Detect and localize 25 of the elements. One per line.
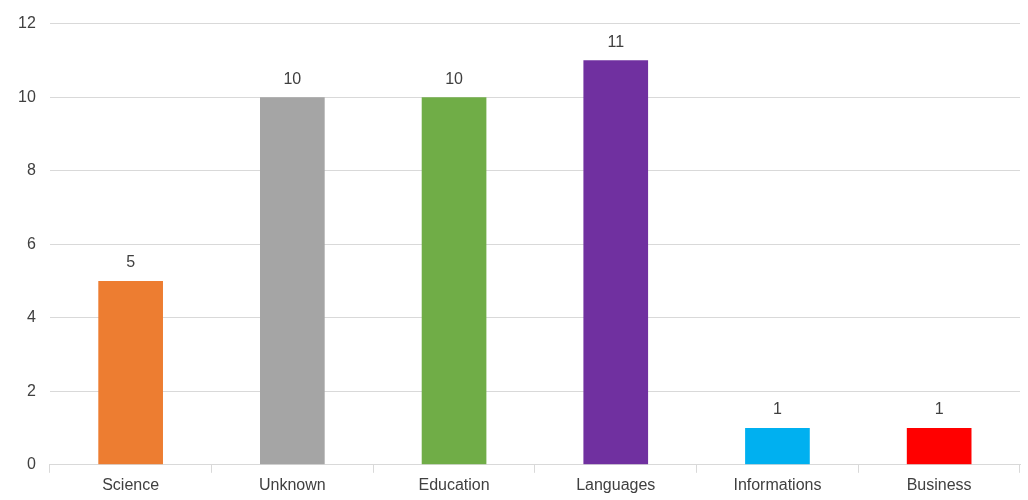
data-label: 1 <box>934 400 944 418</box>
y-tick-label: 8 <box>26 161 36 179</box>
y-tick-label: 0 <box>26 455 36 473</box>
data-label: 5 <box>126 253 136 271</box>
x-tick-label: Unknown <box>259 475 326 493</box>
x-tick-label: Business <box>906 475 972 493</box>
y-tick-label: 2 <box>26 381 36 399</box>
bar <box>421 97 487 465</box>
x-tick-label: Languages <box>576 475 656 493</box>
y-tick-label: 12 <box>18 14 36 32</box>
data-label: 1 <box>773 400 782 418</box>
x-tick-label: Education <box>418 475 490 493</box>
bar <box>98 280 163 465</box>
bar <box>260 97 325 465</box>
y-tick-label: 4 <box>26 308 36 326</box>
data-label: 11 <box>607 32 625 50</box>
x-tick-label: Informations <box>733 475 822 493</box>
bar <box>583 60 649 465</box>
x-tick-label: Science <box>102 475 160 493</box>
bar <box>906 428 972 465</box>
y-tick-label: 6 <box>26 234 36 252</box>
data-label: 10 <box>445 69 464 87</box>
bar <box>745 428 810 465</box>
y-tick-label: 10 <box>18 87 36 105</box>
data-label: 10 <box>283 69 302 87</box>
